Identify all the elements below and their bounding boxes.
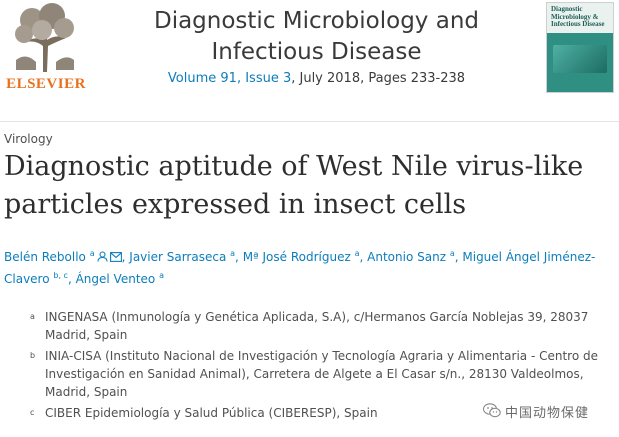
elsevier-tree-icon [12, 2, 78, 72]
mail-icon[interactable] [109, 249, 122, 267]
wechat-icon [483, 403, 501, 418]
affiliation-list: a INGENASA (Inmunología y Genética Aplic… [30, 308, 610, 425]
section-label[interactable]: Virology [4, 132, 53, 146]
author-list: Belén Rebollo a, Javier Sarraseca a, Mª … [4, 249, 596, 286]
affiliation: c CIBER Epidemiología y Salud Pública (C… [30, 404, 610, 422]
author-link[interactable]: Miguel Ángel Jiménez-Clavero b, c [4, 250, 596, 286]
watermark: 中国动物保健 [483, 401, 617, 421]
author-link[interactable]: Ángel Venteo a [75, 271, 164, 286]
author-link[interactable]: Mª José Rodríguez a [242, 249, 360, 264]
cover-title: Diagnostic Microbiology & Infectious Dis… [551, 5, 605, 28]
affiliation-text: INIA-CISA (Instituto Nacional de Investi… [45, 349, 598, 399]
watermark-text: 中国动物保健 [505, 406, 590, 421]
publisher-name: ELSEVIER [6, 76, 86, 92]
divider [0, 121, 619, 122]
cover-image [553, 45, 607, 73]
publisher-logo[interactable]: ELSEVIER [4, 2, 85, 94]
date-pages: , July 2018, Pages 233-238 [291, 71, 466, 86]
affiliation: a INGENASA (Inmunología y Genética Aplic… [30, 308, 610, 344]
article-title: Diagnostic aptitude of West Nile virus-l… [4, 151, 584, 220]
cover-header [547, 3, 613, 33]
author-link[interactable]: Javier Sarraseca a [129, 249, 236, 264]
affiliation-label: b [30, 351, 36, 360]
affiliation-text: CIBER Epidemiología y Salud Pública (CIB… [45, 406, 378, 420]
affiliation-text: INGENASA (Inmunología y Genética Aplicad… [45, 310, 589, 342]
journal-cover[interactable]: Diagnostic Microbiology & Infectious Dis… [546, 2, 614, 93]
author-link[interactable]: Antonio Sanz a [367, 249, 455, 264]
citation: Volume 91, Issue 3, July 2018, Pages 233… [104, 71, 529, 86]
journal-title[interactable]: Diagnostic Microbiology and Infectious D… [153, 8, 479, 65]
issue-link[interactable]: Volume 91, Issue 3 [167, 71, 292, 86]
affiliation: b INIA-CISA (Instituto Nacional de Inves… [30, 347, 610, 401]
person-icon[interactable] [97, 249, 108, 267]
author-link[interactable]: Belén Rebollo a [4, 249, 95, 264]
affiliation-label: c [30, 408, 35, 417]
affiliation-label: a [30, 312, 35, 321]
